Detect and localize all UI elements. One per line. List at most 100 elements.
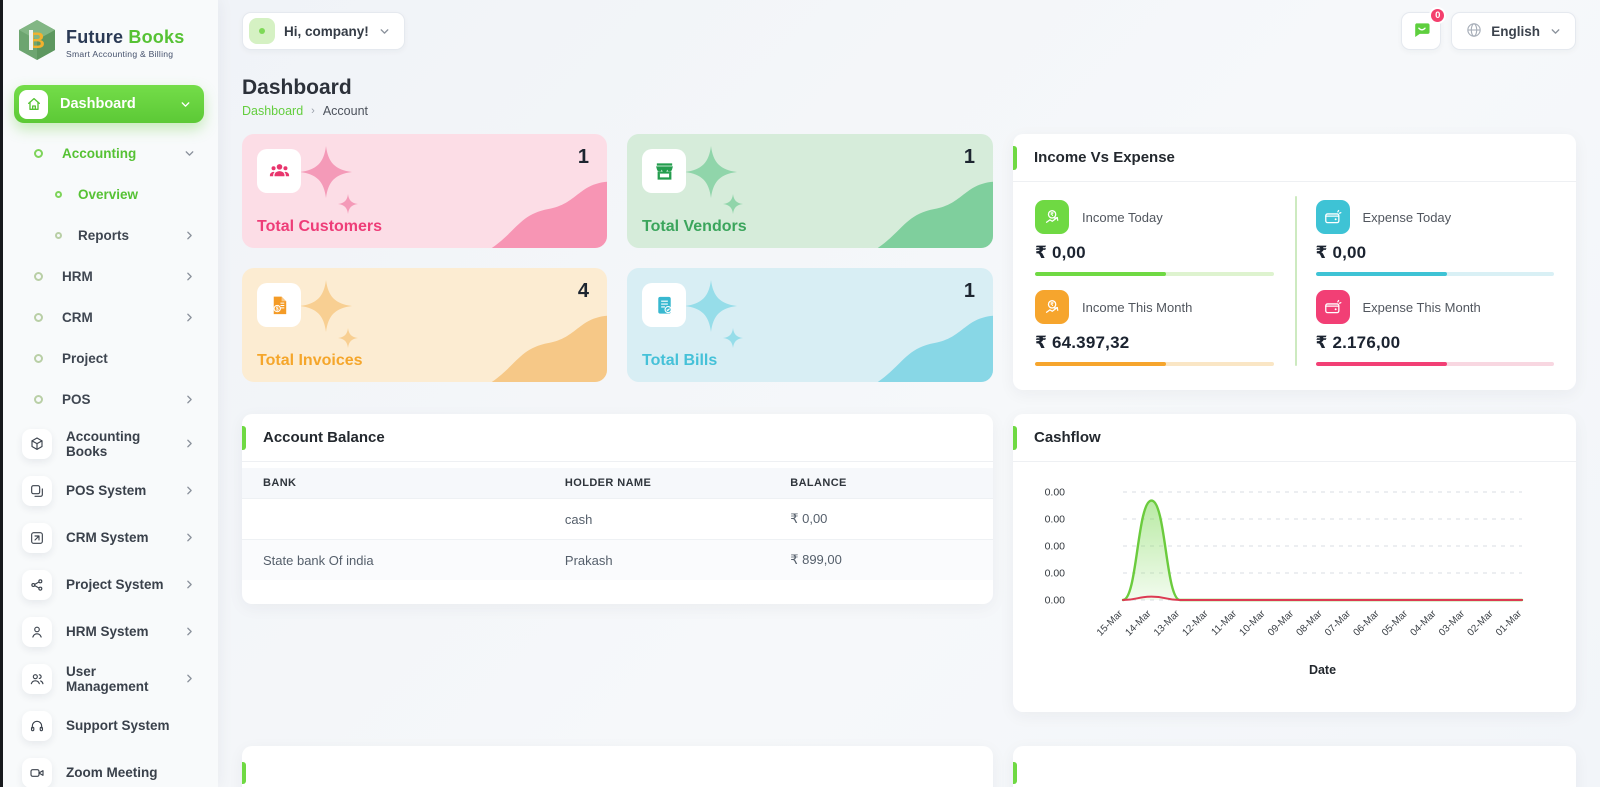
svg-text:10-Mar: 10-Mar xyxy=(1237,608,1268,639)
income-vs-expense-panel: Income Vs Expense ₹ Income Today ₹ 0,00 xyxy=(1013,134,1576,390)
sidebar-item-accounting-books[interactable]: Accounting Books xyxy=(0,420,218,467)
metrics-grid: ₹ Income Today ₹ 0,00 xyxy=(1013,182,1576,380)
panel-title: Cashflow xyxy=(1034,429,1101,446)
notification-badge: 0 xyxy=(1429,7,1447,24)
breadcrumb-separator: › xyxy=(311,105,315,117)
svg-text:0.00: 0.00 xyxy=(1045,541,1066,553)
messages-button[interactable]: 0 xyxy=(1401,7,1447,50)
chevron-down-icon xyxy=(1548,24,1562,38)
svg-text:03-Mar: 03-Mar xyxy=(1437,608,1468,639)
metric-label: Expense Today xyxy=(1362,209,1452,225)
sidebar-item-hrm-system[interactable]: HRM System xyxy=(0,608,218,655)
bullet-icon xyxy=(34,313,43,322)
avatar xyxy=(249,18,275,44)
page-title: Dashboard xyxy=(242,76,352,99)
user-menu-button[interactable]: Hi, company! xyxy=(242,12,405,50)
account-balance-table: BANK HOLDER NAME BALANCE cash ₹ 0,00 xyxy=(242,468,993,580)
panel-header: Income Vs Expense xyxy=(1013,134,1576,182)
sidebar-item-dashboard[interactable]: Dashboard xyxy=(14,85,204,123)
share-nodes-icon xyxy=(22,569,52,600)
bullet-icon xyxy=(34,272,43,281)
metric-label: Expense This Month xyxy=(1362,299,1481,315)
sidebar-item-pos[interactable]: POS xyxy=(0,379,218,420)
greeting-label: Hi, company! xyxy=(284,23,369,39)
sparkle-icon xyxy=(338,194,358,214)
sparkle-icon xyxy=(723,194,743,214)
svg-text:0.00: 0.00 xyxy=(1045,568,1066,580)
chevron-right-icon xyxy=(182,672,196,686)
sidebar-item-support-system[interactable]: Support System xyxy=(0,702,218,749)
home-icon xyxy=(19,89,48,119)
bank-cell xyxy=(242,498,565,540)
wave-decoration xyxy=(491,181,607,248)
wallet-icon xyxy=(1315,200,1350,234)
sidebar-item-label: Accounting Books xyxy=(66,428,141,459)
chevron-down-icon xyxy=(378,24,392,38)
bullet-icon xyxy=(34,354,43,363)
sidebar-item-zoom-meeting[interactable]: Zoom Meeting xyxy=(0,749,218,787)
sidebar-item-user-management[interactable]: User Management xyxy=(0,655,218,702)
chevron-right-icon xyxy=(182,578,196,592)
svg-text:02-Mar: 02-Mar xyxy=(1465,608,1496,639)
stat-value: 4 xyxy=(577,280,589,302)
accent-bar xyxy=(1013,146,1017,170)
column-header: BANK xyxy=(242,468,565,499)
progress-fill xyxy=(1315,362,1447,366)
sidebar-item-label: Support System xyxy=(66,718,170,733)
sidebar-item-label: POS xyxy=(62,392,91,407)
sidebar-item-overview[interactable]: Overview xyxy=(0,174,218,215)
brand-tagline: Smart Accounting & Billing xyxy=(66,48,174,59)
stat-label: Total Invoices xyxy=(257,352,363,369)
cube-icon xyxy=(22,428,52,459)
bullet-icon xyxy=(55,232,62,239)
sidebar-item-crm-system[interactable]: CRM System xyxy=(0,514,218,561)
svg-text:0.00: 0.00 xyxy=(1045,595,1066,607)
column-header: BALANCE xyxy=(790,468,993,499)
bank-cell: State bank Of india xyxy=(242,539,565,580)
sidebar-item-label: Overview xyxy=(78,187,139,202)
partial-panel-left xyxy=(242,746,993,787)
stat-value: 1 xyxy=(963,146,975,168)
stat-label: Total Vendors xyxy=(642,218,747,235)
language-selector[interactable]: English xyxy=(1451,12,1576,50)
sidebar-item-label: POS System xyxy=(66,483,147,498)
bill-icon xyxy=(642,283,686,327)
svg-text:B: B xyxy=(29,28,45,53)
sidebar-item-accounting[interactable]: Accounting xyxy=(0,133,218,174)
panel-header: Account Balance xyxy=(242,414,993,462)
svg-text:₹: ₹ xyxy=(1050,212,1054,218)
sidebar-item-label: Project xyxy=(62,351,108,366)
chevron-right-icon xyxy=(182,484,196,498)
sidebar-item-project[interactable]: Project xyxy=(0,338,218,379)
metric-amount: ₹ 64.397,32 xyxy=(1035,333,1130,352)
svg-text:0.00: 0.00 xyxy=(1045,514,1066,526)
stat-value: 1 xyxy=(963,280,975,302)
total-vendors-card: 1 Total Vendors xyxy=(627,134,993,248)
svg-text:0.00: 0.00 xyxy=(1045,487,1066,499)
brand-logo[interactable]: B Future Books Smart Accounting & Billin… xyxy=(0,14,218,81)
accent-bar xyxy=(1013,426,1017,450)
accent-bar xyxy=(242,426,246,450)
breadcrumb-dashboard-link[interactable]: Dashboard xyxy=(242,104,304,118)
sparkle-icon xyxy=(685,280,737,332)
bullet-icon xyxy=(34,395,43,404)
sidebar-item-hrm[interactable]: HRM xyxy=(0,256,218,297)
income-today-metric: ₹ Income Today ₹ 0,00 xyxy=(1035,200,1274,276)
metric-amount: ₹ 2.176,00 xyxy=(1315,333,1401,352)
main-content: Hi, company! 0 English xyxy=(218,0,1600,787)
chat-bubble-icon xyxy=(1411,19,1432,43)
progress-track xyxy=(1035,272,1274,276)
sidebar-item-reports[interactable]: Reports xyxy=(0,215,218,256)
sidebar-item-label: HRM System xyxy=(66,624,149,639)
sidebar-item-label: CRM xyxy=(62,310,93,325)
progress-fill xyxy=(1035,362,1167,366)
panel-title: Account Balance xyxy=(263,429,385,446)
panel-title: Income Vs Expense xyxy=(1034,149,1175,166)
brand-name-primary: Future xyxy=(66,26,124,47)
sidebar-item-pos-system[interactable]: POS System xyxy=(0,467,218,514)
chevron-down-icon xyxy=(178,97,192,111)
sidebar-item-label: HRM xyxy=(62,269,93,284)
sidebar-item-crm[interactable]: CRM xyxy=(0,297,218,338)
sidebar-item-project-system[interactable]: Project System xyxy=(0,561,218,608)
